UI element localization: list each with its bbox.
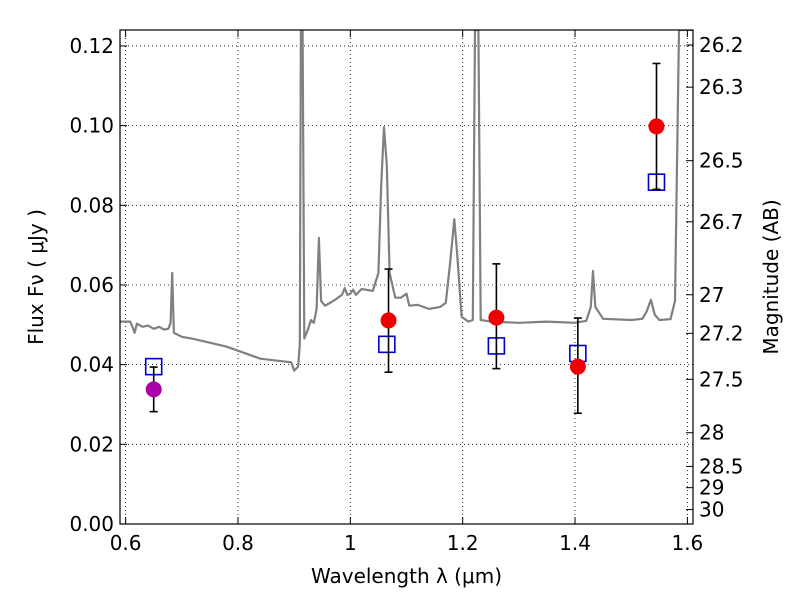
grid-layer	[120, 30, 693, 525]
y-tick-label: 0.12	[69, 34, 114, 58]
y-tick-label: 0.10	[69, 114, 114, 138]
mag-tick-label: 28.5	[699, 454, 744, 478]
mag-tick-label: 28	[699, 421, 724, 445]
x-tick-label: 1.2	[447, 531, 479, 555]
observed-point	[145, 381, 162, 398]
y-tick-label: 0.02	[69, 432, 114, 456]
plot-frame	[119, 29, 694, 525]
observed-point	[569, 358, 586, 375]
y-axis-title-right: Magnitude (AB)	[759, 199, 783, 354]
spectrum-layer	[120, 30, 693, 372]
model-square-marker	[378, 335, 396, 354]
tick-layer: 0.6 0.8 1 1.2 1.4 1.6 0.00 0.02 0.04 0.06 0.08 0.10…	[69, 30, 744, 555]
y-tick-label: 0.08	[69, 193, 114, 217]
mag-tick-label: 26.3	[699, 75, 744, 99]
observed-point	[648, 118, 665, 135]
x-tick-label: 0.8	[222, 531, 254, 555]
observed-point	[380, 312, 397, 329]
observed-point	[488, 309, 505, 326]
mag-tick-label: 30	[699, 498, 724, 522]
x-axis-title: Wavelength λ (μm)	[311, 564, 502, 588]
mag-tick-label: 27	[699, 283, 724, 307]
x-tick-label: 0.6	[110, 531, 142, 555]
y-tick-label: 0.04	[69, 353, 114, 377]
mag-tick-label: 27.2	[699, 321, 744, 345]
marker-layer	[144, 62, 666, 415]
mag-tick-label: 26.7	[699, 210, 744, 234]
mag-tick-label: 26.2	[699, 33, 744, 57]
y-tick-label: 0.00	[69, 512, 114, 536]
y-tick-label: 0.06	[69, 273, 114, 297]
mag-tick-label: 29	[699, 476, 724, 500]
y-axis-title: Flux Fν ( μJy )	[24, 209, 48, 345]
x-tick-label: 1.4	[559, 531, 591, 555]
mag-tick-label: 26.5	[699, 149, 744, 173]
x-tick-label: 1	[344, 531, 357, 555]
mag-tick-label: 27.5	[699, 367, 744, 391]
x-tick-label: 1.6	[671, 531, 703, 555]
spectrum-line	[120, 30, 693, 372]
